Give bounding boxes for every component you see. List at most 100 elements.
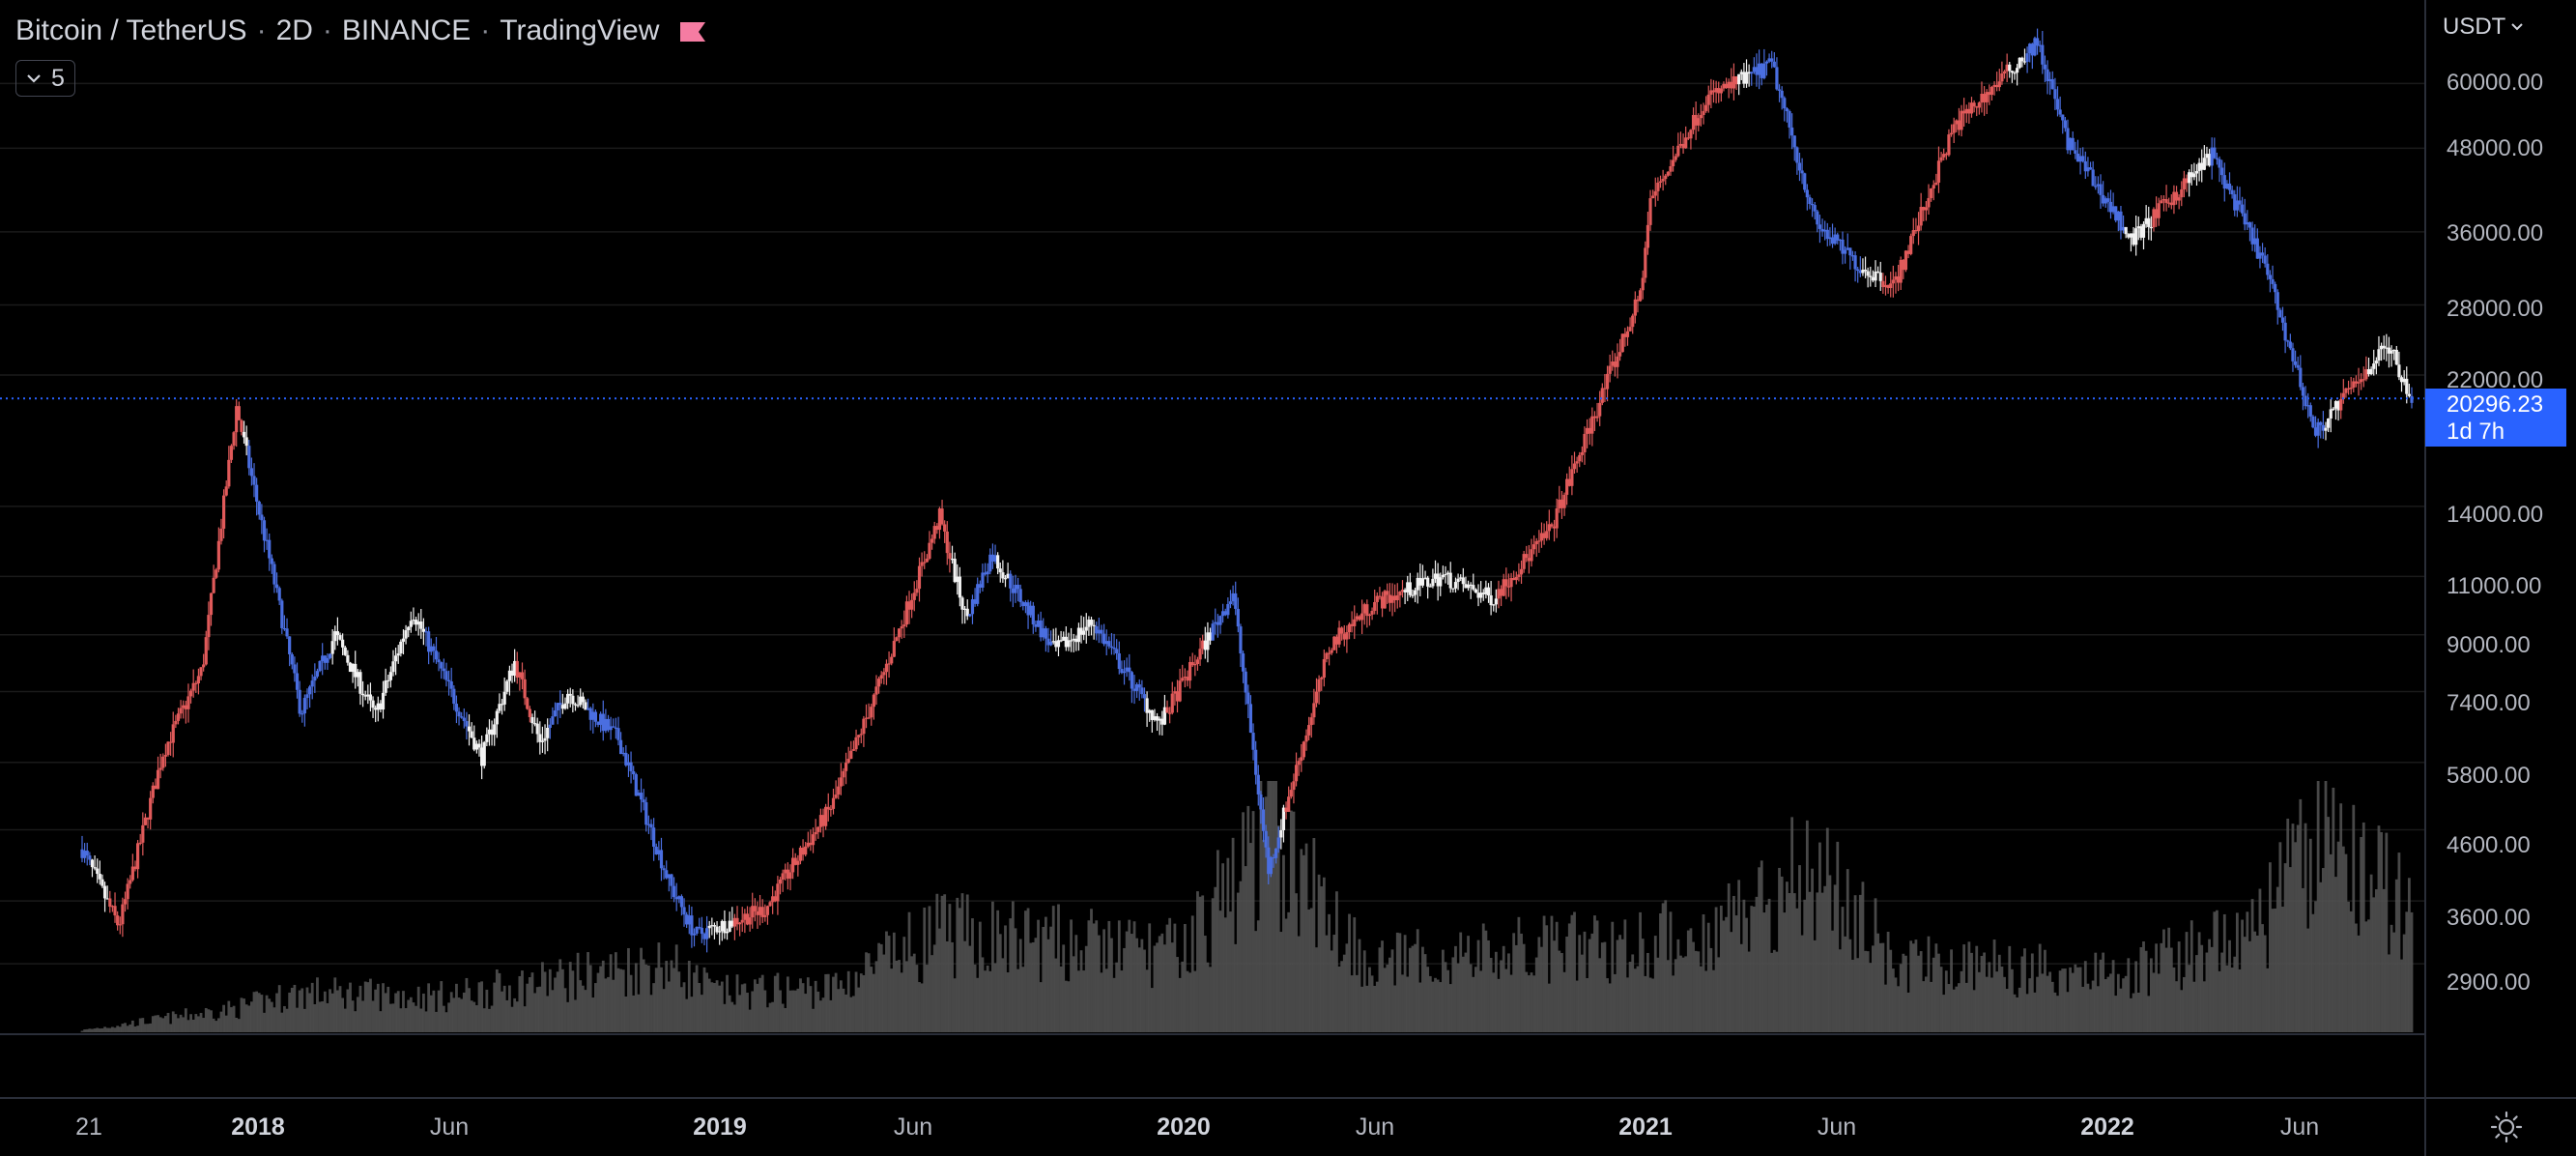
candle-body [679, 896, 684, 908]
volume-bar [252, 992, 256, 1032]
volume-bar [640, 947, 643, 1032]
candle-body [1502, 579, 1505, 596]
volume-bar [1580, 954, 1584, 1032]
volume-bar [1431, 981, 1435, 1032]
candle-body [768, 902, 772, 907]
candle-body [839, 777, 843, 787]
candle-body [928, 542, 931, 559]
interval-label[interactable]: 2D [275, 14, 313, 46]
volume-bar [1595, 920, 1599, 1032]
candle-body [834, 795, 838, 798]
candle-body [1347, 623, 1352, 633]
volume-bar [510, 1006, 514, 1032]
volume-bar [129, 1024, 132, 1032]
volume-bar [2025, 994, 2029, 1032]
candle-body [996, 555, 1000, 569]
candle-body [318, 660, 322, 672]
candle-body [854, 737, 858, 750]
volume-bar [197, 1016, 200, 1032]
volume-bar [1648, 977, 1652, 1032]
symbol-name[interactable]: Bitcoin / TetherUS [15, 14, 247, 46]
candle-body [1170, 693, 1174, 713]
volume-bar [1537, 937, 1541, 1032]
candle-body [429, 646, 433, 652]
separator: · [256, 14, 267, 46]
candle-body [965, 608, 969, 617]
candle-body [2096, 184, 2100, 187]
volume-bar [748, 1009, 752, 1032]
candle-body [2306, 405, 2310, 407]
volume-bar [216, 1018, 220, 1032]
candle-body [2293, 361, 2298, 365]
candle-body [1076, 627, 1081, 643]
candle-body [791, 857, 795, 873]
volume-bar [407, 999, 411, 1032]
candle-body [846, 759, 850, 764]
volume-bar [1322, 877, 1326, 1032]
candle-body [1334, 636, 1339, 645]
volume-bar [918, 982, 921, 1032]
candle-body [102, 885, 107, 899]
volume-bar [599, 966, 603, 1032]
volume-bar [1702, 913, 1705, 1032]
price-tick-label: 5800.00 [2447, 763, 2531, 789]
candle-body [1932, 185, 1935, 189]
volume-bar [2076, 967, 2079, 1032]
candle-body [1780, 90, 1784, 99]
candle-body [950, 559, 955, 561]
candle-body [849, 750, 853, 760]
volume-bar [121, 1024, 125, 1032]
candle-body [1562, 494, 1566, 508]
candle-body [1770, 58, 1774, 62]
volume-bar [482, 1008, 486, 1032]
candle-body [154, 785, 157, 790]
volume-bar [1004, 925, 1007, 1032]
candle-body [2278, 309, 2282, 318]
candle-body [1578, 454, 1582, 462]
volume-bar [743, 983, 747, 1032]
currency-selector[interactable]: USDT [2443, 10, 2524, 44]
candle-body [366, 694, 370, 697]
symbol-title-bar[interactable]: Bitcoin / TetherUS · 2D · BINANCE · Trad… [15, 12, 706, 50]
candle-body [1115, 649, 1119, 653]
volume-bar [771, 1001, 775, 1032]
volume-bar [1603, 941, 1607, 1032]
volume-bar [2407, 878, 2411, 1032]
candle-body [1818, 224, 1822, 229]
volume-bar [1628, 962, 1632, 1032]
candle-body [1600, 388, 1604, 403]
candle-body [434, 650, 439, 660]
volume-bar [1459, 932, 1463, 1032]
volume-bar [513, 997, 517, 1032]
volume-bar [1760, 860, 1763, 1032]
candle-body [326, 657, 329, 663]
volume-bar [2360, 837, 2363, 1032]
volume-bar [2081, 986, 2085, 1032]
candle-body [1664, 175, 1668, 180]
volume-bar [498, 972, 501, 1032]
candle-body [1492, 604, 1496, 606]
candle-body [538, 734, 542, 742]
candle-body [2149, 226, 2153, 229]
volume-bar [963, 940, 967, 1032]
candle-body [346, 654, 350, 663]
candle-body [879, 675, 883, 679]
volume-bar [1140, 939, 1144, 1032]
candle-body [548, 724, 552, 729]
chevron-down-icon [2511, 23, 2524, 31]
volume-bar [2003, 976, 2006, 1032]
chart-settings-button[interactable] [2485, 1110, 2528, 1144]
volume-bar [2132, 993, 2135, 1032]
collapse-indicators-button[interactable]: 5 [15, 60, 75, 97]
volume-bar [1218, 910, 1222, 1032]
volume-bar [1573, 911, 1576, 1032]
volume-bar [2127, 958, 2131, 1032]
candle-body [2081, 156, 2085, 161]
volume-bar [1295, 893, 1298, 1032]
candle-body [1737, 73, 1741, 85]
flag-icon[interactable] [680, 22, 706, 42]
candle-body [1988, 92, 1991, 96]
candle-body [756, 910, 759, 915]
volume-bar [1669, 911, 1673, 1032]
